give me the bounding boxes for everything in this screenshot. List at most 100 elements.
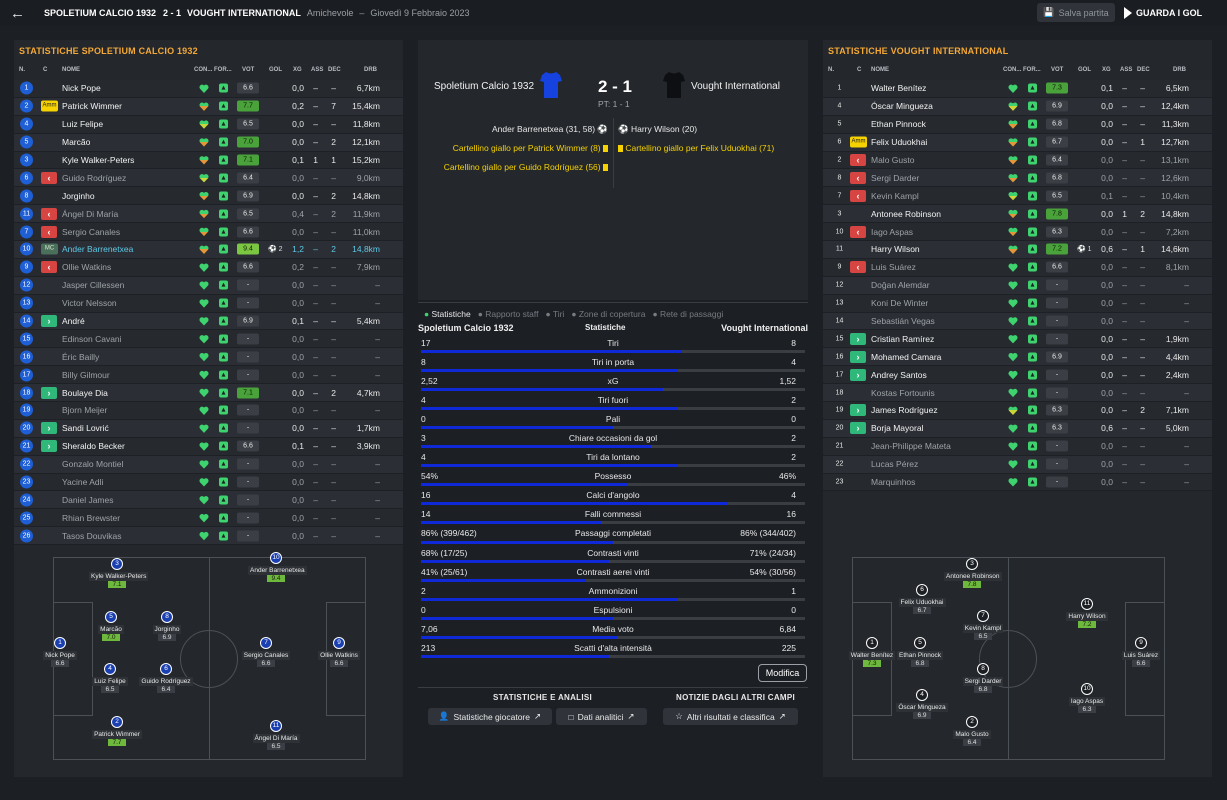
player-row[interactable]: 24 Daniel James ▴ -0,0– – – [14,491,403,510]
player-row[interactable]: 23 Marquinhos ▴ -0,0– – – [823,473,1212,492]
col-xg[interactable]: XG [1102,67,1111,73]
col-form[interactable]: FOR... [214,67,232,73]
col-ass[interactable]: ASS [311,67,324,73]
formation-player[interactable]: 9 Ollie Watkins 6.6 [311,637,367,667]
player-name[interactable]: Borja Mayoral [871,423,924,434]
player-name[interactable]: Rhian Brewster [62,512,121,523]
player-row[interactable]: 10 MC Ander Barrenetxea ▴ 9.4 ⚽ 2 1,2– 2 14,8km [14,241,403,259]
player-name[interactable]: Billy Gilmour [62,369,110,380]
col-ass[interactable]: ASS [1120,67,1133,73]
player-row[interactable]: 18 Kostas Fortounis ▴ -0,0– – – [823,384,1212,403]
player-name[interactable]: Sandi Lovrić [62,423,109,434]
player-row[interactable]: 7 ‹ Kevin Kampl ▴ 6.5 0,1– –10,4km [823,187,1212,206]
formation-player[interactable]: 1 Walter Benítez 7.3 [844,637,900,667]
player-name[interactable]: Marquinhos [871,477,916,488]
player-name[interactable]: Felix Uduokhai [871,137,928,148]
col-xg[interactable]: XG [293,67,302,73]
player-row[interactable]: 2 ‹ Malo Gusto ▴ 6.4 0,0– –13,1km [823,151,1212,170]
formation-player[interactable]: 10 Iago Aspas 6.3 [1059,683,1115,713]
player-row[interactable]: 5 Marcão ▴ 7.0 0,0– 2 12,1km [14,133,403,152]
analytics-button[interactable]: □ Dati analitici ↗ [556,708,647,725]
player-name[interactable]: Lucas Pérez [871,459,919,470]
player-row[interactable]: 7 ‹ Sergio Canales ▴ 6.6 0,0– –11,0km [14,223,403,242]
player-row[interactable]: 20 › Borja Mayoral ▴ 6.3 0,6– –5,0km [823,419,1212,438]
player-name[interactable]: Iago Aspas [871,226,914,237]
tab-zone-di-copertura[interactable]: ● Zone di copertura [571,309,646,319]
formation-player[interactable]: 5 Ethan Pinnock 6.8 [892,637,948,667]
player-row[interactable]: 14 › André ▴ 6.9 0,1– –5,4km [14,312,403,331]
player-row[interactable]: 13 Koni De Winter ▴ -0,0– – – [823,294,1212,313]
back-arrow-icon[interactable]: ← [10,4,25,22]
player-name[interactable]: Koni De Winter [871,298,929,309]
player-row[interactable]: 20 › Sandi Lovrić ▴ -0,0– –1,7km [14,419,403,438]
formation-player[interactable]: 7 Sergio Canales 6.6 [238,637,294,667]
player-row[interactable]: 17 Billy Gilmour ▴ -0,0– – – [14,366,403,385]
player-name[interactable]: Antonee Robinson [871,208,941,219]
other-results-button[interactable]: ☆ Altri risultati e classifica ↗ [663,708,798,725]
col-drb[interactable]: DRB [1173,67,1186,73]
player-name[interactable]: Ángel Di María [62,208,119,219]
player-name[interactable]: Cristian Ramírez [871,333,935,344]
player-name[interactable]: Luis Suárez [871,262,916,273]
col-name[interactable]: NOME [62,67,80,73]
player-name[interactable]: Boulaye Dia [62,387,108,398]
col-dec[interactable]: DEC [1137,67,1150,73]
tab-tiri[interactable]: ● Tiri [545,309,565,319]
player-row[interactable]: 11 ‹ Ángel Di María ▴ 6.5 0,4– 2 11,9km [14,205,403,224]
formation-player[interactable]: 1 Nick Pope 6.6 [32,637,88,667]
formation-player[interactable]: 3 Kyle Walker-Peters 7.1 [89,558,149,588]
player-stats-button[interactable]: 👤 Statistiche giocatore ↗ [428,708,552,725]
player-name[interactable]: Edinson Cavani [62,333,122,344]
player-name[interactable]: Sergi Darder [871,172,920,183]
formation-player[interactable]: 6 Guido Rodríguez 6.4 [138,663,194,693]
player-name[interactable]: André [62,316,85,327]
player-row[interactable]: 18 › Boulaye Dia ▴ 7.1 0,0– 2 4,7km [14,384,403,403]
formation-player[interactable]: 4 Óscar Mingueza 6.9 [894,689,950,719]
player-row[interactable]: 21 › Sheraldo Becker ▴ 6.6 0,1– –3,9km [14,437,403,456]
formation-player[interactable]: 6 Felix Uduokhai 6.7 [894,584,950,614]
formation-player[interactable]: 11 Harry Wilson 7.2 [1059,598,1115,628]
player-name[interactable]: Gonzalo Montiel [62,459,124,470]
player-row[interactable]: 4 Luiz Felipe ▴ 6.5 0,0– –11,8km [14,115,403,134]
player-name[interactable]: Sergio Canales [62,226,121,237]
player-name[interactable]: Marcão [62,137,91,148]
player-name[interactable]: Nick Pope [62,83,101,94]
player-name[interactable]: Ollie Watkins [62,262,112,273]
col-name[interactable]: NOME [871,67,889,73]
formation-player[interactable]: 10 Ander Barrenetxea 9.4 [248,552,307,582]
player-name[interactable]: Harry Wilson [871,244,920,255]
player-row[interactable]: 6 Amm Felix Uduokhai ▴ 6.7 0,0– 1 12,7km [823,133,1212,152]
col-vot[interactable]: VOT [242,67,255,73]
player-row[interactable]: 12 Doğan Alemdar ▴ -0,0– – – [823,276,1212,295]
formation-player[interactable]: 5 Marcão 7.0 [83,611,139,641]
formation-player[interactable]: 2 Malo Gusto 6.4 [944,716,1000,746]
player-row[interactable]: 9 ‹ Luis Suárez ▴ 6.6 0,0– –8,1km [823,258,1212,277]
player-name[interactable]: Victor Nelsson [62,298,117,309]
formation-player[interactable]: 3 Antonee Robinson 7.8 [944,558,1002,588]
player-name[interactable]: Éric Bailly [62,351,100,362]
player-name[interactable]: Luiz Felipe [62,119,104,130]
formation-player[interactable]: 8 Jorginho 6.9 [139,611,195,641]
col-gol[interactable]: GOL [269,67,282,73]
player-row[interactable]: 5 Ethan Pinnock ▴ 6.8 0,0– –11,3km [823,115,1212,134]
col-gol[interactable]: GOL [1078,67,1091,73]
player-name[interactable]: Daniel James [62,494,114,505]
player-row[interactable]: 16 › Mohamed Camara ▴ 6.9 0,0– –4,4km [823,348,1212,367]
formation-player[interactable]: 8 Sergi Darder 6.8 [955,663,1011,693]
player-row[interactable]: 1 Walter Benítez ▴ 7.3 0,1– –6,5km [823,80,1212,98]
player-row[interactable]: 10 ‹ Iago Aspas ▴ 6.3 0,0– –7,2km [823,223,1212,242]
player-name[interactable]: Walter Benítez [871,83,927,94]
player-row[interactable]: 13 Victor Nelsson ▴ -0,0– – – [14,294,403,313]
player-name[interactable]: Malo Gusto [871,155,915,165]
player-name[interactable]: Kyle Walker-Peters [62,155,135,165]
player-row[interactable]: 11 Harry Wilson ▴ 7.2 ⚽ 1 0,6– 1 14,6km [823,241,1212,259]
player-name[interactable]: Sheraldo Becker [62,441,125,452]
player-row[interactable]: 19 › James Rodríguez ▴ 6.3 0,0– 2 7,1km [823,402,1212,420]
col-dec[interactable]: DEC [328,67,341,73]
formation-player[interactable]: 2 Patrick Wimmer 7.7 [89,716,145,746]
player-row[interactable]: 9 ‹ Ollie Watkins ▴ 6.6 0,2– –7,9km [14,258,403,277]
player-row[interactable]: 12 Jasper Cillessen ▴ -0,0– – – [14,276,403,295]
player-row[interactable]: 8 ‹ Sergi Darder ▴ 6.8 0,0– –12,6km [823,169,1212,188]
modify-button[interactable]: Modifica [758,664,807,682]
player-row[interactable]: 22 Lucas Pérez ▴ -0,0– – – [823,455,1212,474]
